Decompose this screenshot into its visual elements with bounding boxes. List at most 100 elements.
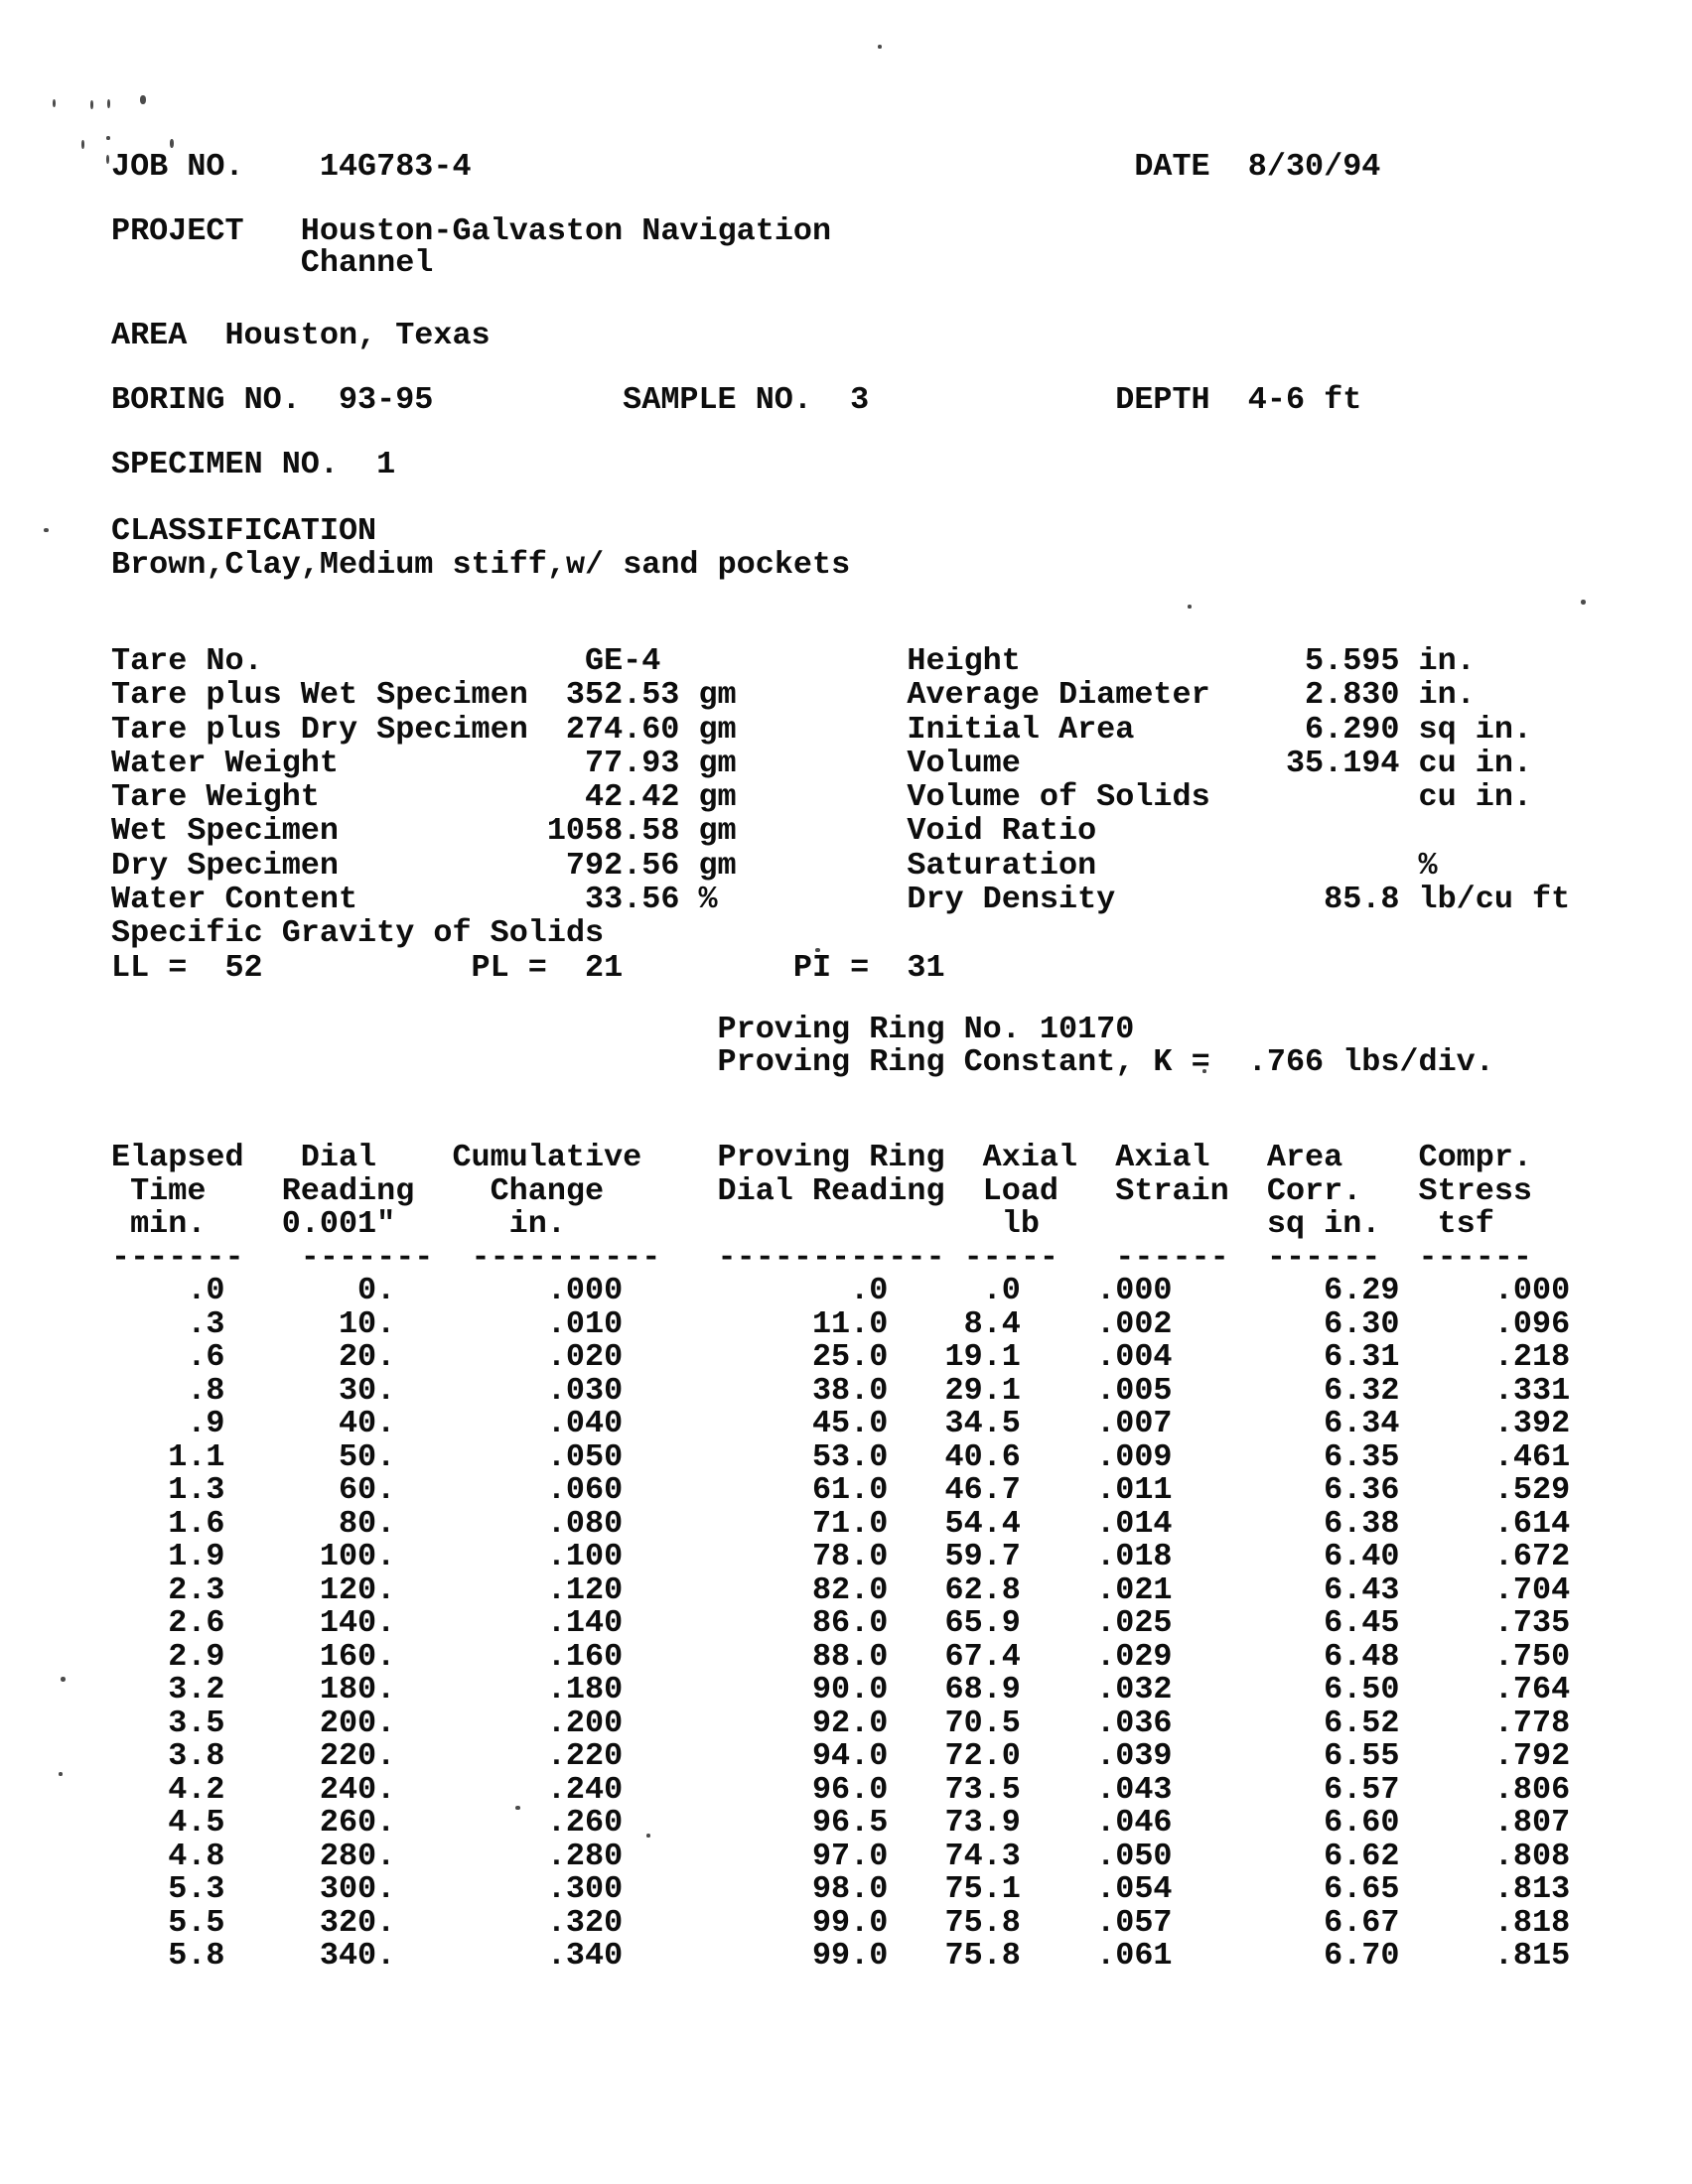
table-row: .9 40. .040 45.0 34.5 .007 6.34 .392 [111,1407,1660,1440]
cell-axial-strain-r2: .002 [1096,1305,1173,1342]
field-initial-area: 6.290 [1305,712,1400,748]
field-height: 5.595 [1305,643,1400,679]
field-k: .766 [1247,1044,1325,1080]
cell-area-corr-r14: 6.52 [1324,1705,1400,1741]
cell-dial-reading-r16: 240. [319,1771,396,1808]
cell-elapsed-time-r13: 3.2 [168,1672,225,1707]
cell-area-corr-r7: 6.36 [1324,1472,1400,1508]
cell-compr-stress-r15: .792 [1493,1738,1571,1774]
cell-proving-ring-dial-reading-r7: 61.0 [811,1472,889,1508]
field-wet-specimen-label: Wet Specimen [111,813,339,849]
field-wet-specimen-unit: gm [698,813,737,849]
cell-proving-ring-dial-reading-r20: 99.0 [811,1904,889,1941]
table-row: .0 0. .000 .0 .0 .000 6.29 .000 [111,1274,1660,1307]
cell-compr-stress-r6: .461 [1493,1438,1571,1475]
scan-speck [44,528,49,532]
table-header-row-1: Elapsed Dial Cumulative Proving Ring Axial Ax… [111,1141,1660,1174]
cell-elapsed-time-r15: 3.8 [168,1738,225,1774]
cell-dial-reading-r8: 80. [338,1505,396,1542]
scan-speck [106,136,110,140]
cell-axial-strain-r1: .000 [1096,1273,1173,1308]
scan-speck [170,139,174,148]
field-avg-diameter-label: Average Diameter [907,677,1210,713]
scan-speck [59,1772,63,1776]
cell-compr-stress-r17: .807 [1493,1805,1571,1841]
field-saturation-unit: % [1418,848,1438,884]
boring-sample-depth-line: BORING NO. 93-95 SAMPLE NO. 3 DEPTH 4-6 ft [111,383,1660,417]
field-volume-unit: cu in. [1418,746,1533,781]
field-avg-diameter: 2.830 [1305,677,1400,713]
cell-cumulative-change-r6: .050 [546,1438,624,1475]
field-tare-wet-label: Tare plus Wet Specimen [111,677,528,713]
scan-speck [107,99,110,108]
table-row: .8 30. .030 38.0 29.1 .005 6.32 .331 [111,1374,1660,1408]
cell-elapsed-time-r20: 5.5 [168,1904,225,1941]
cell-axial-strain-r11: .025 [1096,1605,1173,1641]
water-content-density-line: Water Content 33.56% Dry Density 85.8 lb/cu … [111,883,1660,916]
cell-compr-stress-r9: .672 [1493,1539,1571,1574]
cell-proving-ring-dial-reading-r8: 71.0 [811,1505,889,1542]
cell-axial-load-r17: 73.9 [944,1805,1021,1841]
project-line-2: Channel [111,246,1660,280]
field-volume-solids-label: Volume of Solids [907,779,1210,815]
field-tare-weight-label: Tare Weight [111,779,320,815]
cell-elapsed-time-r8: 1.6 [168,1505,225,1542]
field-dry-specimen: 792.56 [565,848,680,884]
field-water-weight-label: Water Weight [111,746,339,781]
field-water-content-label: Water Content [111,882,358,917]
field-volume: 35.194 [1285,746,1400,781]
col-header-compr-stress: Compr. [1418,1140,1533,1175]
cell-dial-reading-r11: 140. [319,1605,396,1641]
tare-no-height-line: Tare No. GE-4 Height 5.595 in. [111,644,1660,678]
field-area-value: Houston, Texas [224,318,491,353]
scan-speck [1202,1069,1206,1073]
scan-speck [140,95,146,104]
cell-proving-ring-dial-reading-r10: 82.0 [811,1571,889,1608]
field-pl-label: PL = [471,950,547,986]
cell-compr-stress-r19: .813 [1493,1871,1571,1907]
table-row: 1.6 80. .080 71.0 54.4 .014 6.38 .614 [111,1507,1660,1541]
cell-dial-reading-r13: 180. [319,1672,396,1707]
table-row: 1.1 50. .050 53.0 40.6 .009 6.35 .461 [111,1440,1660,1474]
scan-speck [878,45,882,49]
field-tare-weight: 42.42 [585,779,680,815]
cell-axial-load-r11: 65.9 [944,1605,1021,1641]
cell-axial-load-r5: 34.5 [944,1406,1021,1441]
table-row: 5.8 340. .340 99.0 75.8 .061 6.70 .815 [111,1939,1660,1973]
cell-elapsed-time-r1: .0 [187,1273,225,1308]
col-header-elapsed-time: min. [130,1206,207,1242]
cell-axial-load-r2: 8.4 [963,1305,1021,1342]
col-header-cumulative-change: Change [490,1172,605,1209]
col-header-cumulative-change: ---------- [471,1239,661,1276]
cell-axial-load-r9: 59.7 [944,1539,1021,1574]
field-no-label: Proving Ring No. [717,1012,1021,1047]
cell-elapsed-time-r9: 1.9 [168,1539,225,1574]
cell-compr-stress-r20: .818 [1493,1904,1571,1941]
cell-dial-reading-r5: 40. [338,1406,396,1441]
cell-elapsed-time-r6: 1.1 [168,1438,225,1475]
field-dry-density-unit: lb/cu ft [1418,882,1571,917]
field-specimen-label: SPECIMEN NO. [111,447,339,482]
col-header-elapsed-time: Elapsed [111,1140,244,1175]
cell-dial-reading-r14: 200. [319,1705,396,1741]
cell-elapsed-time-r16: 4.2 [168,1771,225,1808]
table-rule-row: ------- ------- ---------- ------------ ----… [111,1241,1660,1275]
cell-axial-strain-r6: .009 [1096,1438,1173,1475]
table-row: 3.2 180. .180 90.0 68.9 .032 6.50 .764 [111,1673,1660,1706]
field-dry-specimen-label: Dry Specimen [111,848,339,884]
table-row: 4.2 240. .240 96.0 73.5 .043 6.57 .806 [111,1773,1660,1807]
col-header-elapsed-time: ------- [111,1239,244,1276]
cell-cumulative-change-r18: .280 [546,1838,624,1874]
cell-axial-load-r13: 68.9 [944,1672,1021,1707]
cell-axial-load-r19: 75.1 [944,1871,1021,1907]
cell-area-corr-r17: 6.60 [1324,1805,1400,1841]
cell-proving-ring-dial-reading-r13: 90.0 [811,1672,889,1707]
field-volume-solids-unit: cu in. [1418,779,1533,815]
field-tare-wet: 352.53 [565,677,680,713]
cell-cumulative-change-r3: .020 [546,1339,624,1375]
cell-dial-reading-r20: 320. [319,1904,396,1941]
field-depth-value: 4-6 ft [1247,382,1362,418]
cell-cumulative-change-r12: .160 [546,1638,624,1675]
cell-elapsed-time-r4: .8 [187,1372,225,1409]
table-row: 5.5 320. .320 99.0 75.8 .057 6.67 .818 [111,1906,1660,1940]
